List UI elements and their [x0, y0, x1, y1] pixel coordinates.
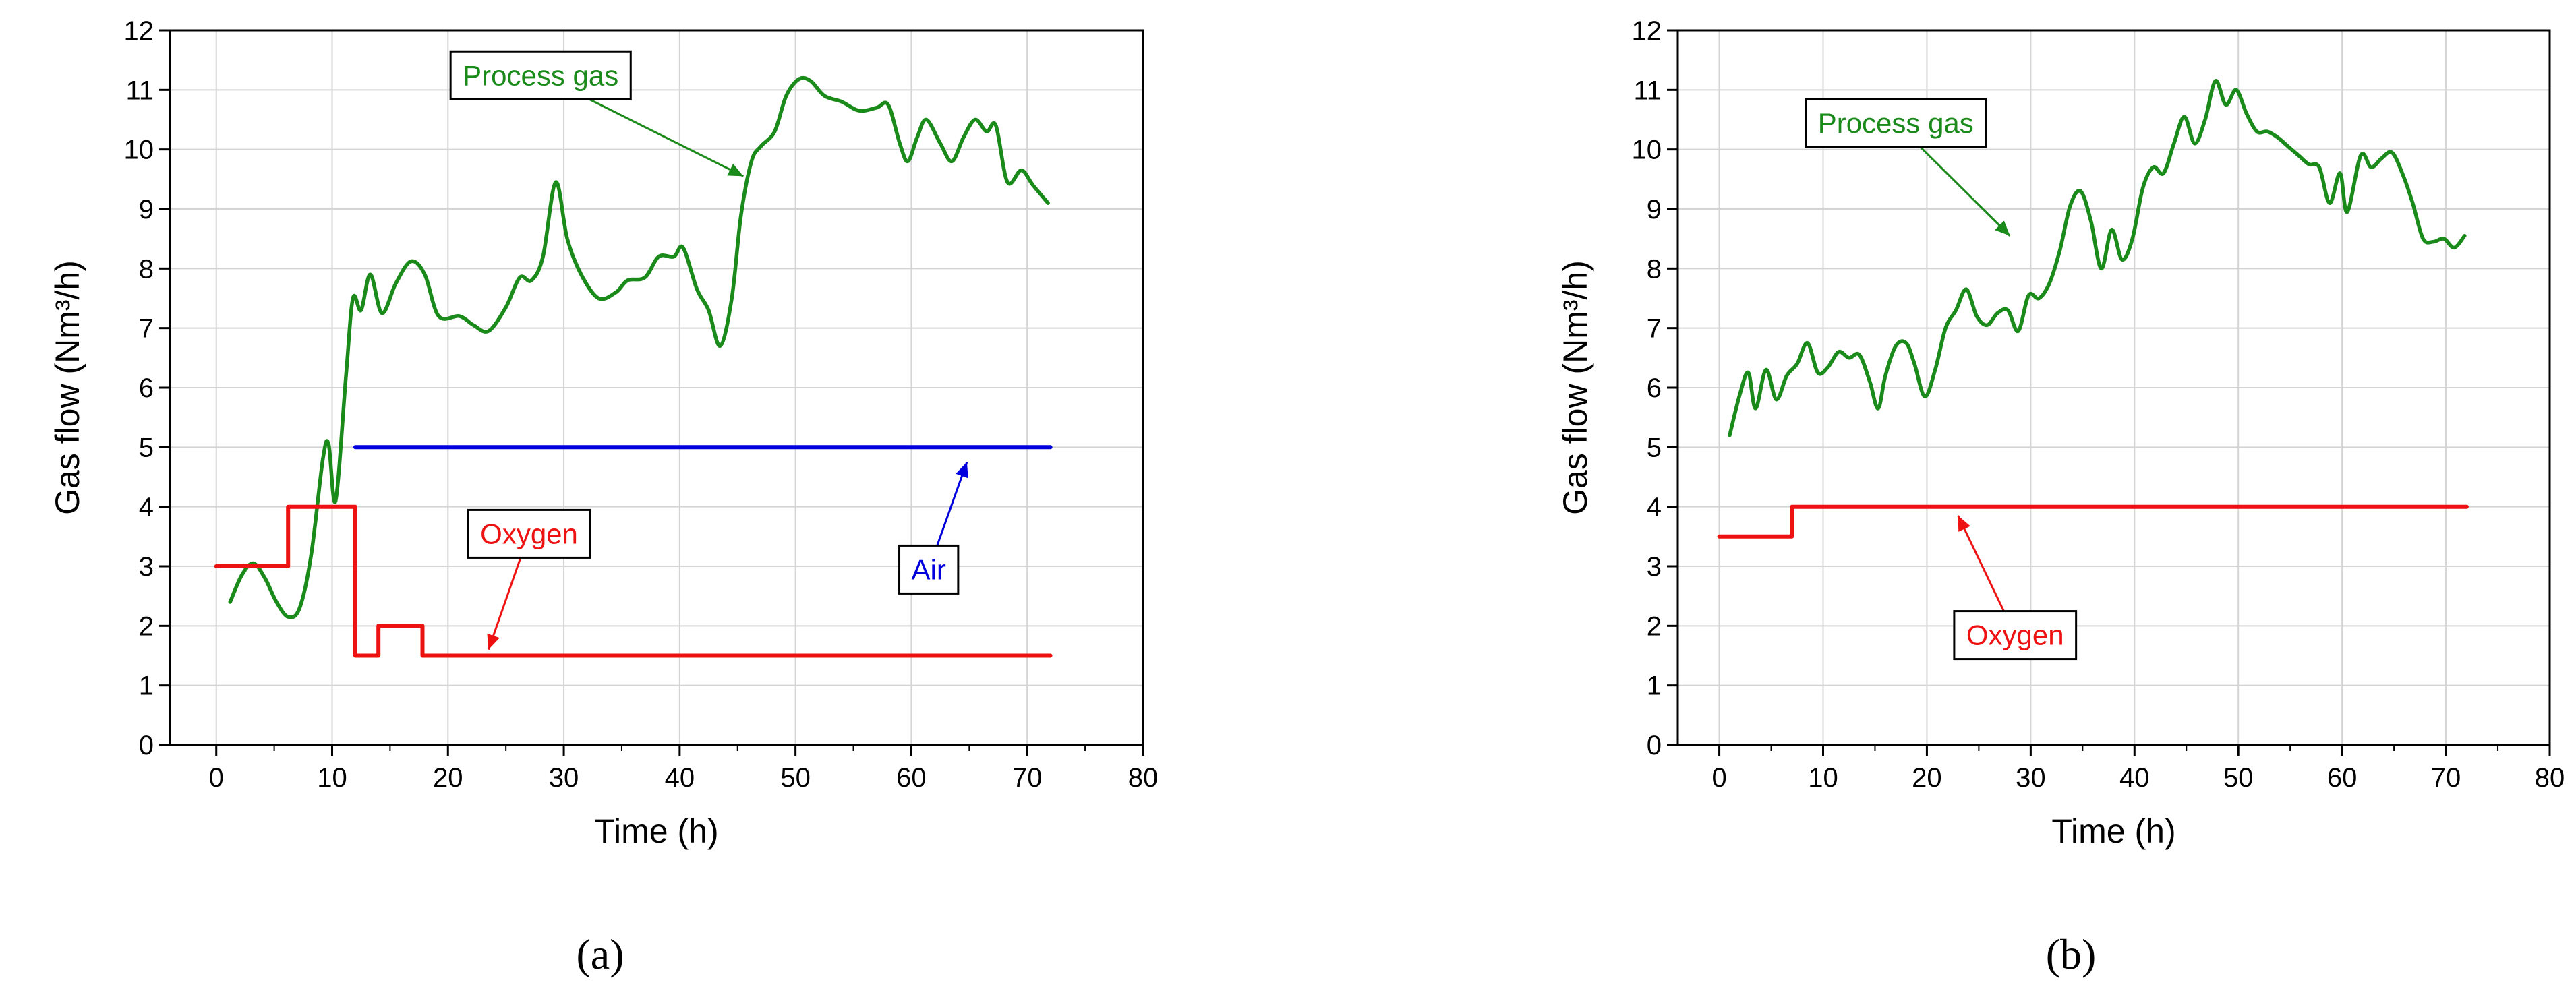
chart-b-series	[1717, 79, 2469, 539]
y-tick-label: 3	[1647, 552, 1662, 582]
x-tick-label: 60	[896, 763, 927, 793]
annotation-label: Process gas	[1818, 107, 1974, 139]
annotation-air: Air	[898, 461, 968, 595]
annotation-label: Oxygen	[1966, 619, 2064, 651]
x-tick-label: 10	[1808, 763, 1838, 793]
annotation-box	[898, 544, 960, 595]
annotation-arrow-head	[1995, 220, 2010, 236]
chart-a-panel-label: (a)	[576, 930, 624, 978]
chart-a-series	[214, 75, 1053, 658]
x-tick-label: 20	[1912, 763, 1942, 793]
y-tick-label: 10	[1632, 135, 1662, 165]
chart-b-y-axis-label: Gas flow (Nm³/h)	[1556, 260, 1594, 515]
annotation-label: Oxygen	[480, 518, 578, 549]
y-tick-label: 7	[139, 314, 154, 344]
chart-a-y-axis-label: Gas flow (Nm³/h)	[49, 260, 86, 515]
annotation-box	[1805, 98, 1987, 148]
x-tick-label: 40	[665, 763, 695, 793]
y-tick-label: 0	[139, 731, 154, 760]
x-tick-label: 10	[317, 763, 347, 793]
annotation-process-gas: Process gas	[1805, 98, 2011, 237]
chart-b-series-oxygen	[1717, 504, 2469, 539]
chart-a-x-axis-label: Time (h)	[594, 812, 718, 850]
annotation-label: Air	[912, 553, 946, 585]
chart-b-panel-label: (b)	[2046, 930, 2097, 978]
x-tick-label: 0	[209, 763, 224, 793]
y-tick-label: 5	[139, 433, 154, 462]
x-tick-label: 80	[2535, 763, 2565, 793]
x-tick-label: 30	[549, 763, 579, 793]
y-tick-label: 6	[1647, 373, 1662, 403]
chart-b-series-process-gas	[1728, 79, 2467, 437]
y-tick-label: 3	[139, 552, 154, 582]
chart-a-series-process-gas	[228, 75, 1050, 619]
annotation-arrow-head	[956, 462, 968, 479]
chart-a-annotations: Process gas Oxygen Air	[449, 50, 968, 650]
y-tick-label: 8	[1647, 254, 1662, 284]
x-tick-label: 30	[2016, 763, 2046, 793]
y-tick-label: 4	[139, 493, 154, 522]
y-tick-label: 11	[125, 75, 154, 105]
y-tick-label: 0	[1647, 731, 1662, 760]
y-tick-label: 5	[1647, 433, 1662, 462]
y-tick-label: 10	[124, 135, 154, 165]
x-tick-label: 50	[780, 763, 811, 793]
y-tick-label: 9	[139, 195, 154, 224]
x-tick-label: 80	[1128, 763, 1159, 793]
annotation-box	[467, 508, 591, 559]
annotation-box	[1953, 610, 2078, 661]
chart-a-series-oxygen	[214, 504, 1053, 658]
y-tick-label: 1	[139, 671, 154, 701]
y-tick-label: 11	[1633, 75, 1662, 105]
x-tick-label: 20	[433, 763, 463, 793]
annotation-oxygen: Oxygen	[1953, 515, 2078, 661]
annotation-oxygen: Oxygen	[467, 508, 591, 650]
annotation-arrow-head	[727, 163, 744, 177]
x-tick-label: 70	[1012, 763, 1043, 793]
chart-a: Process gas Oxygen Air 0 10 20 30 40 50 60 70 80 0 1…	[49, 16, 1158, 978]
x-tick-label: 70	[2431, 763, 2461, 793]
x-tick-label: 50	[2223, 763, 2254, 793]
annotation-box	[449, 50, 632, 100]
y-tick-label: 7	[1647, 314, 1662, 344]
chart-b-annotations: Process gas Oxygen	[1805, 98, 2078, 661]
y-tick-label: 12	[124, 16, 154, 46]
chart-b-x-axis-label: Time (h)	[2051, 812, 2175, 850]
y-tick-label: 6	[139, 373, 154, 403]
y-tick-label: 12	[1632, 16, 1662, 46]
y-tick-label: 1	[1647, 671, 1662, 701]
annotation-process-gas: Process gas	[449, 50, 744, 177]
annotation-arrow-head	[1958, 515, 1970, 532]
y-tick-label: 2	[1647, 611, 1662, 641]
annotation-arrow-head	[487, 633, 500, 650]
annotation-label: Process gas	[463, 59, 618, 91]
y-tick-label: 4	[1647, 493, 1662, 522]
y-tick-label: 9	[1647, 195, 1662, 224]
y-tick-label: 8	[139, 254, 154, 284]
x-tick-label: 40	[2119, 763, 2150, 793]
x-tick-label: 60	[2327, 763, 2358, 793]
x-tick-label: 0	[1711, 763, 1726, 793]
y-tick-label: 2	[139, 611, 154, 641]
